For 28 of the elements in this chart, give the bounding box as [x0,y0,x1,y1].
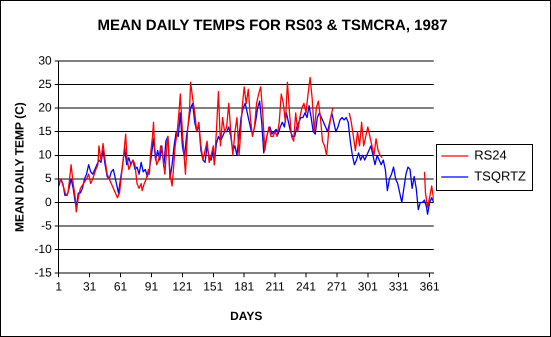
legend-label: TSQRTZ [474,168,526,184]
y-axis-title: MEAN DAILY TEMP (C) [12,102,27,232]
legend-label: RS24 [474,148,507,163]
y-tick-label: -5 [41,218,52,232]
x-axis-title: DAYS [230,309,262,324]
x-tick-label: 1 [55,280,62,294]
x-tick-label: 151 [203,280,224,294]
x-tick-label: 361 [420,280,440,294]
y-tick-label: 5 [45,171,52,186]
y-tick-label: -15 [34,266,52,280]
y-tick-label: 15 [38,124,52,138]
x-tick-label: 31 [82,280,97,294]
y-tick-label: -10 [34,242,52,256]
y-tick-label: 0 [45,194,52,209]
x-tick-label: 331 [388,280,410,294]
y-tick-label: 10 [38,148,52,162]
x-tick-label: 241 [296,280,316,294]
x-tick-label: 271 [326,280,348,294]
x-tick-label: 91 [144,280,158,294]
y-tick-label: 20 [38,100,52,114]
x-tick-label: 211 [266,280,285,294]
x-tick-label: 301 [358,280,378,294]
chart-title: MEAN DAILY TEMPS FOR RS03 & TSMCRA, 1987 [97,17,448,34]
x-tick-label: 121 [172,280,193,294]
x-tick-label: 61 [114,280,128,294]
y-tick-label: 25 [38,76,52,91]
y-tick-label: 30 [38,53,52,68]
x-tick-label: 181 [234,280,255,294]
